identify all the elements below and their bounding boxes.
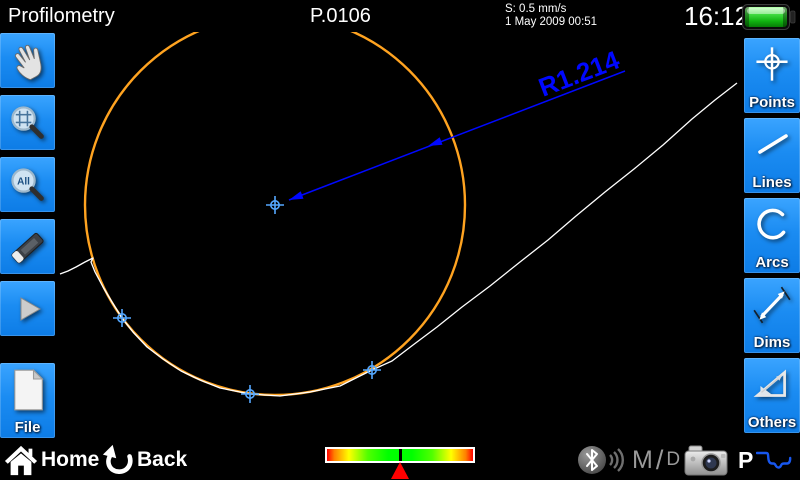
mode-separator: / — [655, 444, 664, 475]
zoom-window-icon — [10, 105, 44, 139]
dims-tool-label: Dims — [753, 334, 791, 351]
dims-tool-button[interactable]: Dims — [744, 278, 800, 353]
home-button-label: Home — [41, 448, 100, 471]
bluetooth-status[interactable] — [577, 440, 629, 480]
arcs-tool-button[interactable]: Arcs — [744, 198, 800, 273]
zoom-all-icon: All — [10, 167, 44, 201]
hand-icon — [14, 44, 42, 80]
line-icon — [758, 134, 788, 154]
lines-tool-label: Lines — [752, 174, 792, 191]
svg-text:All: All — [17, 176, 30, 187]
bluetooth-icon — [578, 446, 624, 474]
mm-inch-mode-toggle[interactable]: M / D — [632, 440, 680, 480]
arcs-tool-label: Arcs — [755, 254, 789, 271]
speed-readout: S: 0.5 mm/s — [505, 3, 567, 15]
profile-p-label: P — [738, 446, 754, 473]
zoom-window-button[interactable] — [0, 95, 55, 150]
erase-button[interactable] — [0, 219, 55, 274]
eraser-icon — [11, 232, 44, 263]
back-arrow-icon — [102, 444, 133, 474]
battery-icon — [742, 3, 796, 31]
camera-icon — [684, 445, 728, 476]
top-status-bar: Profilometry P.0106 S: 0.5 mm/s 1 May 20… — [0, 0, 800, 32]
arc-icon — [757, 208, 786, 240]
bottom-bar: Home Back — [0, 440, 800, 480]
profile-print-button[interactable]: P — [738, 440, 794, 480]
others-tool-button[interactable]: Others — [744, 358, 800, 433]
measurement-status: S: 0.5 mm/s 1 May 2009 00:51 — [505, 3, 597, 29]
screenshot-button[interactable] — [684, 440, 728, 480]
others-tool-label: Others — [747, 414, 797, 431]
play-button[interactable] — [0, 281, 55, 336]
home-icon — [4, 445, 38, 476]
program-id: P.0106 — [310, 5, 371, 27]
profile-waveform-icon — [756, 451, 792, 469]
page-title: Profilometry — [8, 5, 115, 27]
points-tool-button[interactable]: Points — [744, 38, 800, 113]
zoom-all-button[interactable]: All — [0, 157, 55, 212]
level-pointer-icon — [391, 462, 409, 479]
mode-m-label: M — [632, 445, 653, 474]
home-button[interactable]: Home — [4, 440, 99, 480]
datetime-readout: 1 May 2009 00:51 — [505, 16, 598, 28]
file-button[interactable]: File — [0, 363, 55, 438]
level-bar-center-tick — [398, 449, 402, 461]
lines-tool-button[interactable]: Lines — [744, 118, 800, 193]
file-icon — [13, 368, 44, 411]
set-square-icon — [753, 369, 786, 397]
back-button-label: Back — [137, 448, 188, 471]
file-button-label: File — [14, 419, 41, 436]
back-button[interactable]: Back — [102, 440, 187, 480]
play-icon — [20, 296, 41, 321]
points-tool-label: Points — [749, 94, 795, 111]
clock: 16:12 — [684, 1, 750, 31]
points-crosshair-icon — [756, 47, 788, 81]
dimension-arrow-icon — [753, 286, 791, 324]
svg-text:R1.214: R1.214 — [534, 44, 624, 102]
pan-button[interactable] — [0, 33, 55, 88]
mode-d-label: D — [666, 449, 681, 470]
deviation-level-bar — [325, 447, 475, 463]
